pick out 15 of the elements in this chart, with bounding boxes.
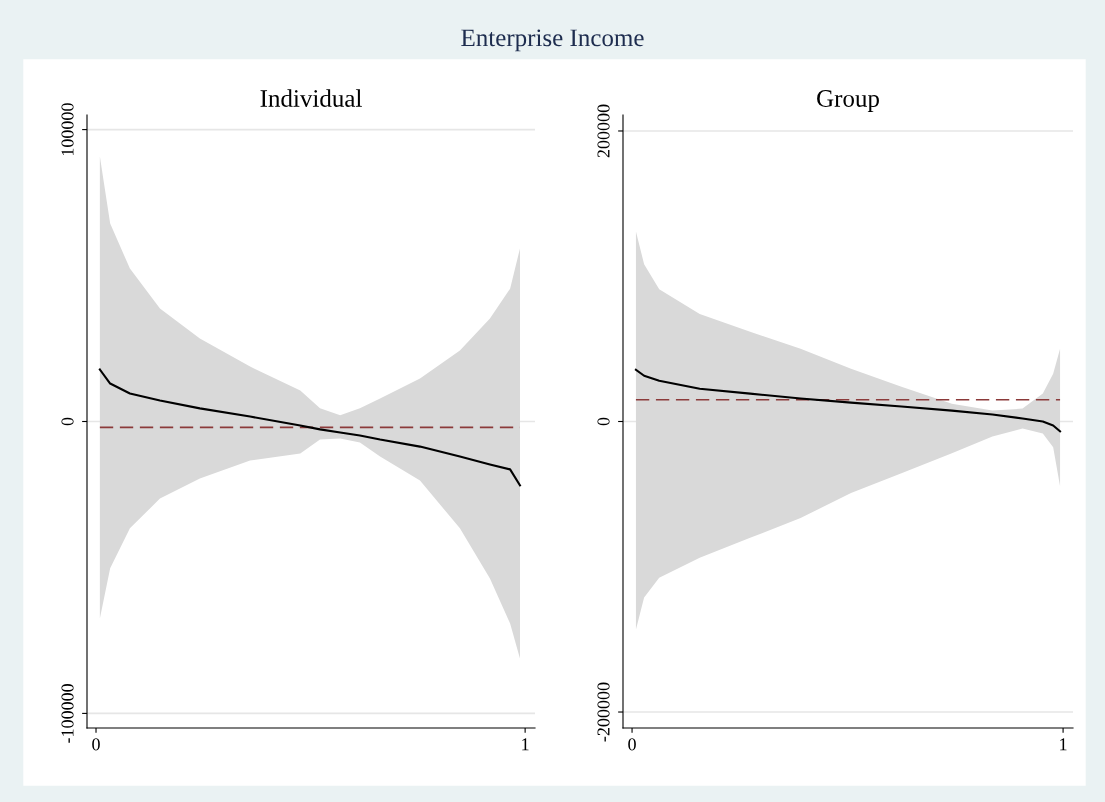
y-tick-label: -100000 [61, 684, 74, 743]
y-tick-label: 0 [597, 417, 610, 426]
y-tick-label: -200000 [597, 682, 610, 742]
y-tick-label: 100000 [61, 103, 74, 156]
x-tick-label: 0 [628, 738, 636, 751]
x-tick-label: 1 [522, 738, 529, 751]
x-tick-label: 0 [92, 738, 100, 751]
y-tick-label: 0 [61, 417, 74, 426]
chart-title: Individual [260, 89, 362, 107]
y-tick-label: 200000 [597, 104, 610, 158]
line-series [634, 368, 1062, 433]
text: Enterprise Income [461, 29, 644, 52]
line-series [98, 368, 522, 487]
x-tick-label: 1 [1060, 738, 1067, 751]
chart-title: Group [817, 90, 879, 112]
